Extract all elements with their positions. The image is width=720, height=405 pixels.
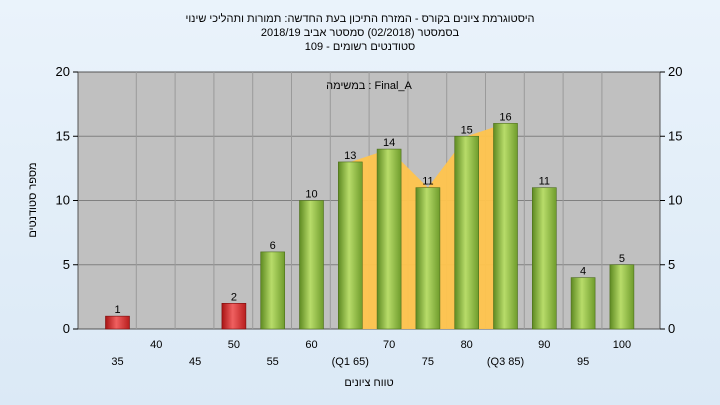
x-tick-label-100: 100 [613,339,631,351]
data-labels-layer: 1 2 6 10 13 14 11 15 16 11 4 5 [114,111,625,316]
bar-35 [105,315,130,330]
bar-(Q1 65) [337,161,363,330]
y-tick-label-right-20: 20 [668,64,682,79]
x-tick-label-(Q3 85): (Q3 85) [487,356,524,368]
data-label-70: 14 [383,137,395,149]
x-tick-label-95: 95 [577,356,589,368]
x-tick-label-80: 80 [461,339,473,351]
y-tick-label-left-0: 0 [63,321,70,336]
chart-title-line-3: סטודנטים רשומים - 109 [305,41,416,53]
data-label-80: 15 [461,124,473,136]
y-tick-label-right-0: 0 [668,321,675,336]
bar-50 [221,302,247,330]
x-tick-label-35: 35 [111,356,123,368]
x-tick-label-(Q1 65): (Q1 65) [332,356,369,368]
x-tick-label-90: 90 [538,339,550,351]
bar-(Q3 85) [493,123,518,330]
y-axis-right: 0 5 10 15 20 [660,64,682,336]
chart-title-line-1: היסטוגרמת ציונים בקורס - המזרח התיכון בע… [185,12,534,25]
y-tick-label-right-10: 10 [668,193,682,208]
bar-80 [454,135,480,330]
y-tick-label-left-20: 20 [56,64,70,79]
x-axis: 35 40 45 50 55 60 (Q1 65) 70 75 80 (Q3 85) 90 95 100 [111,339,631,368]
data-label-95: 4 [580,266,586,278]
y-tick-label-right-15: 15 [668,128,682,143]
task-annotation: במשימה : Final_A [326,80,412,92]
data-label-100: 5 [619,253,625,265]
data-label-(Q1 65): 13 [344,150,356,162]
x-axis-title: טווח ציונים [344,377,393,389]
x-tick-label-60: 60 [305,339,317,351]
bar-100 [609,264,635,330]
bar-70 [376,148,402,330]
y-tick-label-left-15: 15 [56,128,70,143]
data-label-75: 11 [422,176,433,188]
y-tick-label-left-5: 5 [63,257,70,272]
data-label-55: 6 [270,240,276,252]
bar-75 [415,187,441,330]
chart-title-line-2: בסמסטר (02/2018) סמסטר אביב 2018/19 [261,27,460,39]
x-tick-label-45: 45 [189,356,201,368]
x-tick-label-50: 50 [228,339,240,351]
data-label-90: 11 [539,176,550,188]
bar-95 [570,277,596,330]
y-axis-left: 0 5 10 15 20 [56,64,78,336]
bar-60 [299,200,324,330]
x-tick-label-55: 55 [267,356,279,368]
y-tick-label-left-10: 10 [56,193,70,208]
y-tick-label-right-5: 5 [668,257,675,272]
data-label-(Q3 85): 16 [499,111,511,123]
data-label-50: 2 [231,291,237,303]
bar-55 [260,251,286,330]
bars-layer [105,123,635,330]
bar-90 [531,187,557,330]
data-label-60: 10 [305,189,317,201]
y-axis-title: מספר סטודנטים [27,162,39,237]
x-tick-label-75: 75 [422,356,434,368]
data-label-35: 1 [114,304,120,316]
x-tick-label-40: 40 [150,339,162,351]
x-tick-label-70: 70 [383,339,395,351]
